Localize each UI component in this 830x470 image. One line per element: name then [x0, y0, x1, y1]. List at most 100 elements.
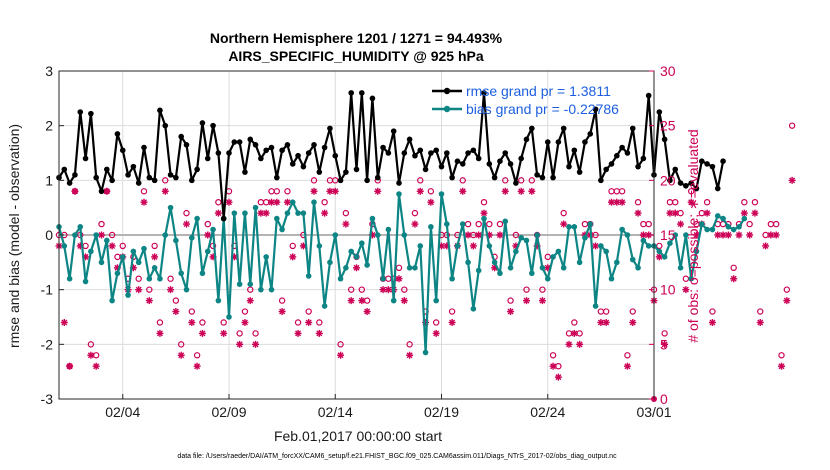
obs-evaluated-stroke	[321, 210, 328, 217]
obs-possible-marker	[746, 220, 753, 228]
bias-point	[598, 243, 604, 249]
obs-possible-marker	[560, 209, 567, 217]
obs-evaluated-stroke	[433, 330, 440, 337]
rmse-point	[146, 174, 153, 181]
obs-evaluated-marker	[315, 329, 323, 337]
rmse-point	[66, 180, 73, 186]
bias-point	[640, 237, 647, 244]
obs-possible-marker	[204, 220, 211, 228]
obs-evaluated-marker	[177, 351, 185, 359]
obs-evaluated-stroke	[183, 221, 190, 228]
obs-evaluated-marker	[337, 351, 345, 359]
bias-point	[343, 265, 349, 271]
obs-evaluated-marker	[751, 209, 759, 217]
bias-point	[61, 243, 68, 249]
obs-evaluated-marker	[778, 362, 785, 370]
bias-point	[454, 243, 461, 249]
bias-point	[119, 254, 126, 260]
rmse-point	[449, 174, 455, 181]
obs-possible-marker	[517, 177, 525, 184]
bias-point	[348, 248, 354, 255]
rmse-point	[523, 136, 530, 143]
obs-evaluated-stroke	[268, 199, 275, 206]
obs-evaluated-stroke	[608, 199, 615, 206]
bias-point	[210, 226, 216, 233]
obs-evaluated-stroke	[720, 232, 727, 238]
bias-point	[162, 232, 169, 238]
obs-possible-marker	[305, 308, 312, 315]
obs-evaluated-marker	[629, 318, 637, 326]
obs-evaluated-marker	[623, 362, 631, 370]
y-right-tick-label: 25	[660, 118, 676, 134]
x-axis-label: Feb.01,2017 00:00:00 start	[274, 428, 442, 444]
rmse-point	[114, 131, 121, 137]
obs-evaluated-marker	[145, 297, 153, 305]
obs-evaluated-stroke	[326, 188, 333, 195]
obs-possible-marker	[427, 188, 435, 195]
y-left-tick-label: 0	[45, 227, 53, 243]
obs-evaluated-stroke	[401, 297, 408, 304]
obs-evaluated-marker	[576, 340, 584, 348]
obs-possible-marker	[385, 275, 392, 282]
bias-point	[481, 215, 487, 222]
rmse-point	[587, 131, 594, 137]
y-right-tick-label: 10	[660, 282, 676, 298]
obs-evaluated-stroke	[348, 297, 355, 304]
rmse-point	[72, 172, 78, 178]
obs-evaluated-stroke	[688, 199, 695, 206]
obs-evaluated-stroke	[252, 341, 259, 348]
obs-possible-marker	[220, 319, 227, 326]
rmse-point	[337, 177, 344, 184]
y-left-tick-label: 1	[45, 172, 53, 188]
obs-evaluated-stroke	[71, 188, 78, 195]
bias-point	[566, 224, 572, 230]
rmse-point	[130, 163, 137, 170]
obs-possible-marker	[342, 209, 350, 217]
bias-point	[428, 224, 434, 230]
rmse-point	[167, 172, 174, 178]
legend-rmse-marker	[443, 87, 451, 95]
obs-evaluated-marker	[241, 318, 249, 326]
bias-point	[661, 254, 668, 260]
rmse-point	[614, 152, 620, 159]
obs-evaluated-stroke	[417, 188, 424, 195]
rmse-point	[491, 174, 498, 181]
rmse-point	[720, 158, 726, 164]
obs-evaluated-stroke	[751, 210, 758, 217]
obs-possible-marker	[666, 198, 674, 206]
y-right-tick-label: 20	[660, 172, 676, 188]
obs-evaluated-marker	[618, 198, 626, 206]
obs-evaluated-stroke	[465, 232, 472, 238]
obs-possible-marker	[549, 352, 557, 359]
rmse-point	[327, 125, 333, 132]
bias-point	[88, 248, 94, 255]
obs-possible-marker	[310, 177, 318, 184]
rmse-point	[204, 155, 211, 162]
obs-possible-marker	[146, 286, 153, 293]
obs-evaluated-marker	[756, 318, 764, 326]
obs-evaluated-stroke	[539, 297, 546, 304]
obs-evaluated-stroke	[364, 308, 371, 315]
rmse-point	[380, 144, 386, 151]
rmse-point	[444, 150, 450, 156]
obs-evaluated-stroke	[316, 330, 323, 337]
rmse-point	[534, 172, 540, 178]
bias-point	[135, 259, 142, 266]
rmse-point	[709, 163, 716, 170]
rmse-point	[316, 169, 323, 175]
obs-possible-marker	[597, 308, 605, 315]
obs-evaluated-marker	[92, 362, 100, 370]
bias-point	[77, 224, 84, 230]
y-axis-right-label: # of obs: o=possible; ∗=evaluated	[685, 129, 701, 342]
rmse-point	[385, 150, 392, 156]
bias-point	[730, 226, 737, 233]
obs-possible-marker	[177, 341, 185, 348]
rmse-point	[135, 180, 142, 186]
bias-point	[130, 248, 137, 255]
obs-evaluated-marker	[374, 187, 382, 195]
bias-point	[614, 259, 620, 266]
obs-evaluated-stroke	[204, 232, 211, 238]
rmse-point	[178, 133, 184, 140]
obs-evaluated-marker	[448, 318, 456, 326]
obs-evaluated-marker	[379, 286, 387, 294]
